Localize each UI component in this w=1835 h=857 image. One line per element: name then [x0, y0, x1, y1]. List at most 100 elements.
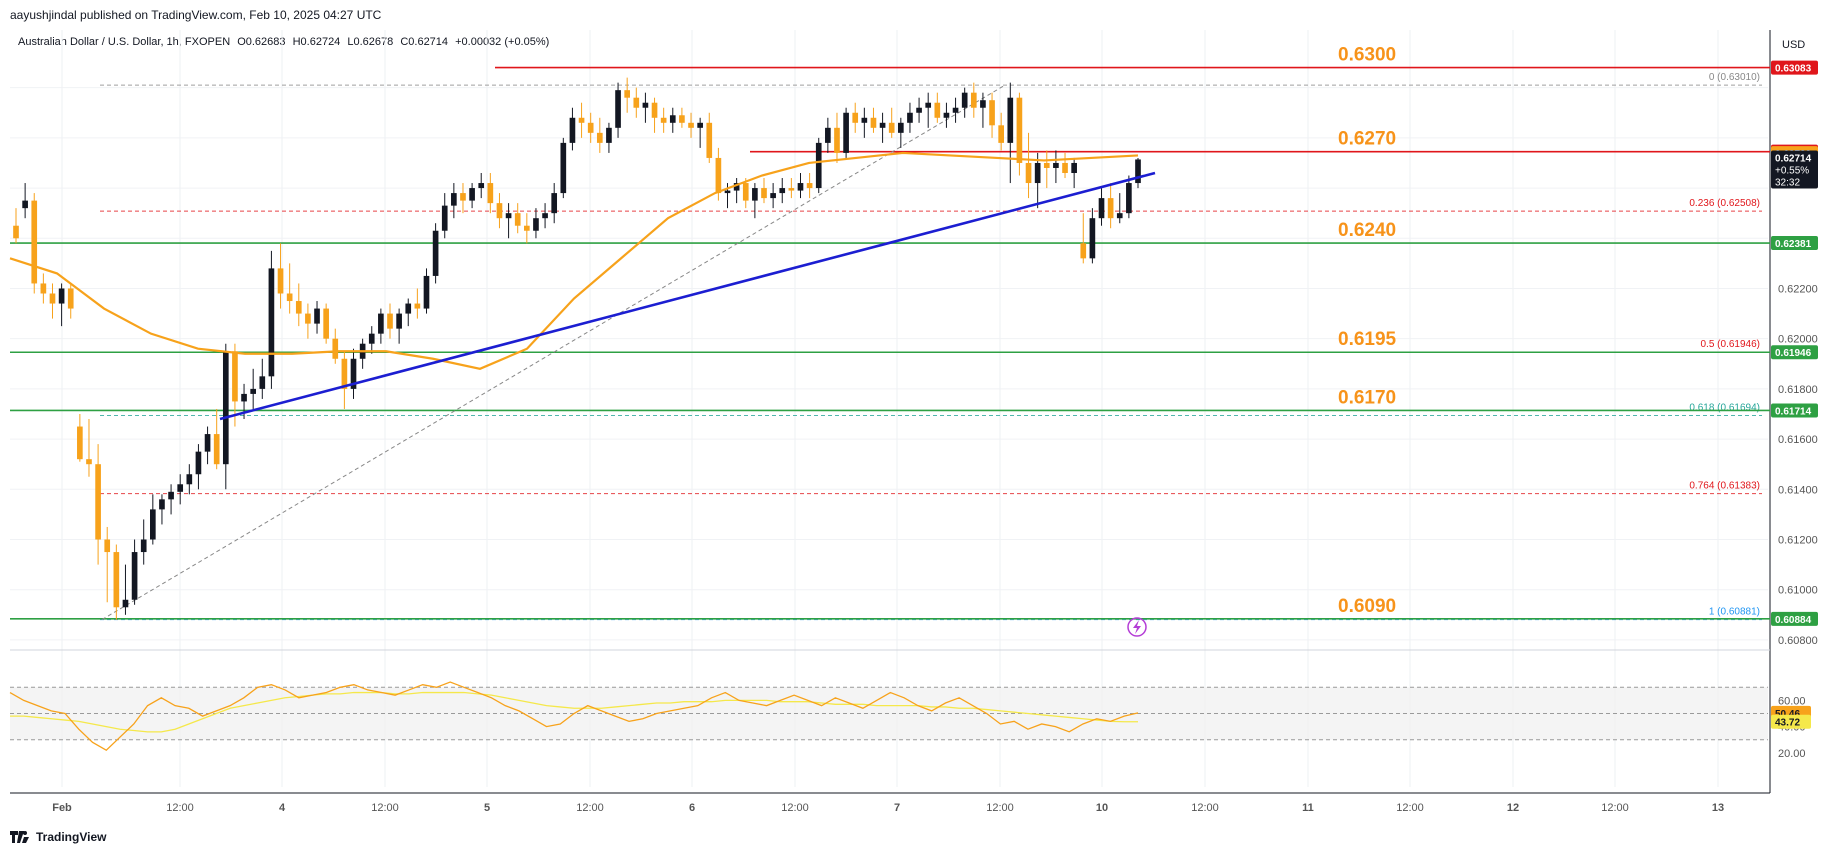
candle-body [277, 268, 284, 294]
price-axis-badge-value: 0.62381 [1775, 239, 1812, 250]
candle-body [1062, 162, 1068, 174]
candle-body [104, 539, 111, 553]
time-tick-label: 4 [279, 802, 286, 814]
candle-body [487, 183, 494, 204]
symbol-header: Australian Dollar / U.S. Dollar, 1h, FXO… [18, 36, 553, 48]
candle-body [1053, 162, 1059, 168]
time-tick-label: 11 [1302, 802, 1314, 814]
time-tick-label: Feb [52, 802, 72, 814]
candle-body [788, 188, 795, 191]
candle-body [478, 183, 485, 189]
candle-body [852, 112, 859, 123]
price-axis-badge-value: 0.60884 [1775, 615, 1812, 626]
time-tick-label: 5 [484, 802, 490, 814]
candle-body [925, 102, 932, 108]
candle-body [606, 127, 612, 143]
candle-body [733, 183, 740, 191]
candle-body [204, 434, 211, 452]
time-tick-label: 12:00 [1601, 802, 1629, 814]
fib-level-label: 1 (0.60881) [1709, 607, 1760, 618]
time-tick-label: 12:00 [371, 802, 399, 814]
candle-body [861, 117, 868, 123]
time-tick-label: 12:00 [166, 802, 194, 814]
candle-body [934, 102, 941, 118]
rsi-value-label: 50.46 [1775, 709, 1800, 720]
candle-body [295, 301, 302, 314]
candle-body [1098, 198, 1105, 219]
price-axis-badge-value: 0.61946 [1775, 348, 1812, 359]
price-axis-badge [1771, 611, 1818, 626]
ohlc-low: L0.62678 [347, 36, 394, 48]
candle-body [952, 107, 959, 113]
level-label: 0.6300 [1338, 45, 1396, 66]
candle-body [95, 464, 101, 540]
candle-body [797, 183, 804, 191]
candle-body [642, 102, 649, 108]
candle-body [1089, 218, 1096, 259]
price-change-percent: +0.55% [1775, 165, 1809, 176]
candle-body [1107, 198, 1114, 219]
candle-body [980, 100, 986, 108]
candle-body [533, 218, 539, 231]
candle-body [569, 117, 576, 143]
candle-body [907, 112, 913, 123]
price-tick-label: 0.62200 [1778, 283, 1818, 295]
trend-line [219, 171, 1156, 421]
currency-label: USD [1782, 39, 1805, 51]
ohlc-change: +0.00032 (+0.05%) [455, 36, 550, 48]
candle-body [1025, 162, 1032, 184]
ohlc-high: H0.62724 [292, 36, 341, 48]
candle-body [524, 225, 530, 231]
candle-body [870, 117, 877, 128]
level-label: 0.6090 [1338, 596, 1396, 617]
candle-body [314, 308, 320, 324]
candle-body [815, 142, 822, 189]
candle-body [13, 225, 19, 239]
price-tick-label: 0.61600 [1778, 434, 1818, 446]
level-label: 0.6195 [1338, 329, 1397, 350]
fib-level-label: 0 (0.63010) [1709, 72, 1760, 83]
candle-body [770, 193, 776, 199]
candle-body [131, 552, 138, 600]
candle-body [159, 499, 165, 510]
time-tick-label: 12:00 [781, 802, 809, 814]
candle-body [40, 283, 47, 294]
candle-body [232, 351, 238, 402]
published-line: aayushjindal published on TradingView.co… [10, 8, 382, 22]
candle-body [195, 451, 202, 475]
lightning-icon [1127, 617, 1147, 637]
candle-body [888, 122, 895, 133]
time-tick-label: 12:00 [1396, 802, 1424, 814]
candle-body [77, 426, 83, 460]
rsi-ma-value-label: 43.72 [1775, 718, 1800, 729]
tradingview-logo-icon [10, 831, 29, 843]
candle-body [596, 132, 603, 143]
tradingview-logo[interactable]: TradingView [10, 830, 106, 844]
candle-body [898, 122, 904, 133]
candle-body [578, 117, 585, 123]
candle-body [1135, 159, 1141, 184]
candle-body [624, 90, 630, 98]
candle-body [368, 333, 375, 344]
time-tick-label: 12:00 [576, 802, 604, 814]
candle-body [779, 188, 786, 194]
candle-body [660, 117, 667, 123]
candle-body [241, 393, 247, 402]
candle-body [113, 552, 120, 608]
symbol-title[interactable]: Australian Dollar / U.S. Dollar, 1h, FXO… [18, 36, 231, 48]
candle-body [615, 90, 621, 128]
price-axis-badge-value: 0.63083 [1775, 64, 1812, 75]
time-tick-label: 13 [1712, 802, 1724, 814]
candle-body [332, 338, 339, 359]
fib-level-label: 0.236 (0.62508) [1689, 198, 1760, 209]
candle-body [1016, 97, 1023, 163]
candle-body [49, 293, 56, 304]
price-tick-label: 0.61200 [1778, 535, 1818, 547]
candle-body [961, 92, 968, 108]
candle-body [441, 205, 448, 231]
candle-body [86, 459, 92, 465]
price-axis-badge [1771, 345, 1818, 360]
candle-body [414, 303, 421, 309]
candle-body [587, 122, 594, 133]
